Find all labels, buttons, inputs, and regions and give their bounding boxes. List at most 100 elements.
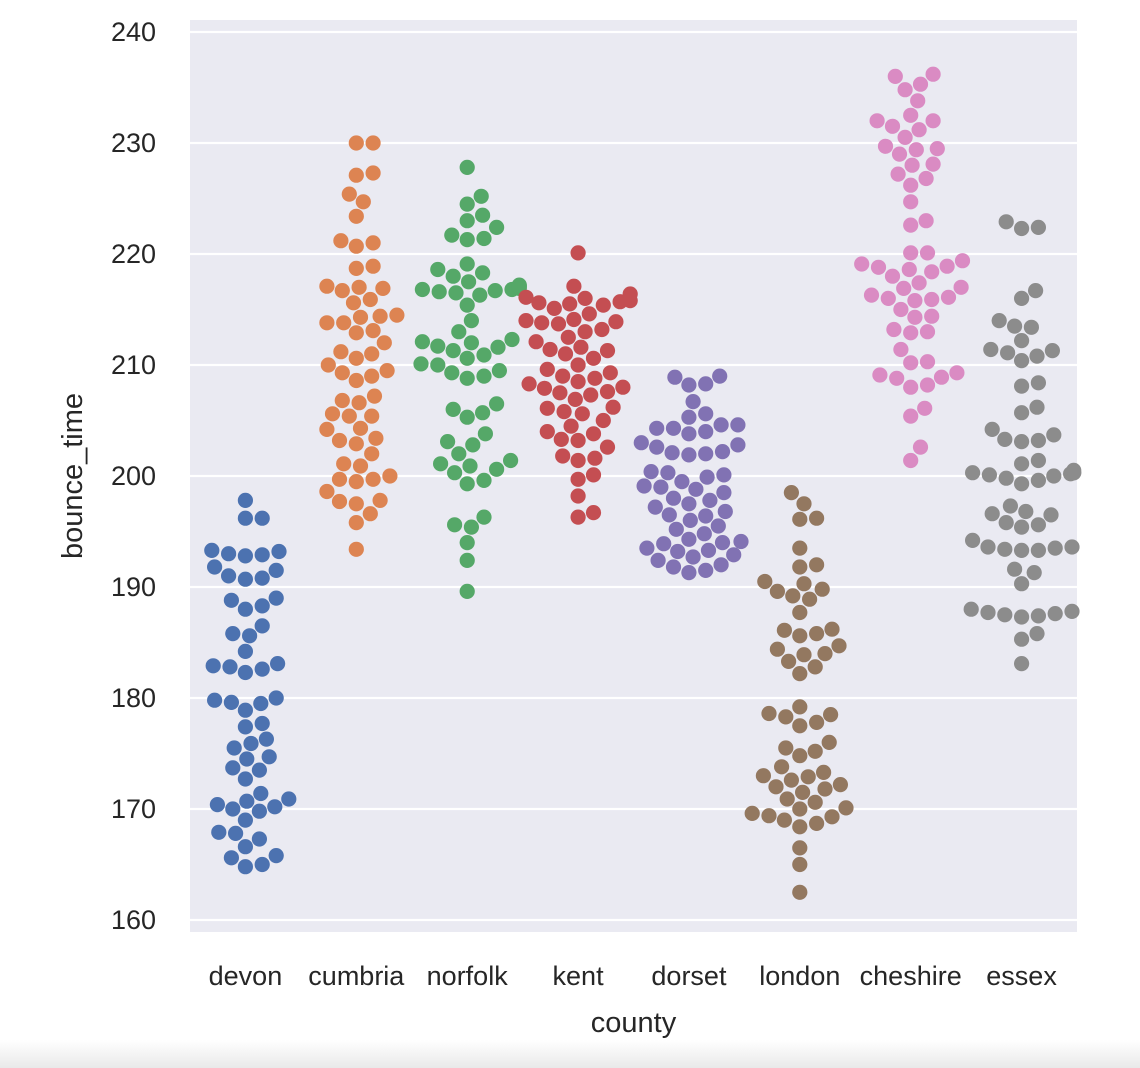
point-essex bbox=[997, 431, 1013, 447]
point-essex bbox=[1014, 631, 1030, 647]
point-cumbria bbox=[362, 291, 378, 308]
point-cheshire bbox=[887, 68, 903, 84]
point-essex bbox=[1014, 220, 1030, 237]
point-norfolk bbox=[430, 357, 446, 373]
point-kent bbox=[585, 426, 602, 442]
point-kent bbox=[555, 368, 571, 384]
point-essex bbox=[1046, 427, 1062, 443]
point-essex bbox=[980, 539, 996, 555]
point-cheshire bbox=[949, 365, 965, 381]
point-london bbox=[832, 777, 849, 793]
point-essex bbox=[1014, 542, 1030, 559]
point-kent bbox=[581, 306, 597, 322]
x-tick-label-essex: essex bbox=[986, 961, 1057, 991]
point-cheshire bbox=[940, 289, 957, 305]
point-essex bbox=[1064, 603, 1080, 620]
point-devon bbox=[239, 751, 255, 767]
point-dorset bbox=[674, 474, 690, 490]
point-kent bbox=[555, 448, 571, 464]
point-dorset bbox=[639, 540, 655, 556]
point-cumbria bbox=[365, 165, 381, 181]
point-norfolk bbox=[489, 461, 505, 477]
point-cumbria bbox=[334, 283, 350, 299]
point-norfolk bbox=[459, 370, 475, 386]
point-dorset bbox=[714, 444, 731, 460]
point-dorset bbox=[682, 512, 698, 529]
y-tick-label: 200 bbox=[111, 461, 156, 491]
point-kent bbox=[550, 316, 567, 332]
point-cumbria bbox=[341, 408, 357, 424]
point-devon bbox=[237, 510, 253, 526]
point-dorset bbox=[698, 424, 714, 440]
point-dorset bbox=[636, 478, 652, 494]
point-essex bbox=[1014, 456, 1030, 472]
point-cheshire bbox=[908, 142, 924, 158]
point-devon bbox=[237, 601, 253, 617]
point-cumbria bbox=[348, 350, 364, 366]
point-london bbox=[809, 714, 825, 731]
point-cumbria bbox=[352, 458, 369, 474]
point-essex bbox=[1014, 656, 1030, 672]
point-london bbox=[783, 485, 800, 501]
point-norfolk bbox=[487, 283, 503, 299]
point-norfolk bbox=[445, 343, 461, 359]
point-cheshire bbox=[903, 194, 919, 210]
point-norfolk bbox=[444, 365, 460, 381]
point-cumbria bbox=[341, 186, 357, 202]
point-essex bbox=[981, 467, 998, 483]
point-norfolk bbox=[459, 213, 475, 229]
point-cheshire bbox=[884, 268, 901, 284]
point-dorset bbox=[643, 464, 659, 480]
point-kent bbox=[552, 385, 568, 401]
point-cumbria bbox=[334, 392, 350, 409]
point-norfolk bbox=[503, 452, 519, 469]
point-dorset bbox=[653, 479, 669, 495]
point-kent bbox=[608, 314, 624, 330]
point-norfolk bbox=[459, 583, 475, 600]
point-essex bbox=[1002, 498, 1019, 514]
point-cumbria bbox=[348, 496, 364, 512]
point-essex bbox=[1030, 608, 1046, 624]
point-cheshire bbox=[893, 301, 909, 318]
point-devon bbox=[271, 543, 287, 560]
point-norfolk bbox=[444, 227, 460, 243]
point-kent bbox=[602, 365, 618, 381]
point-devon bbox=[237, 839, 253, 855]
point-kent bbox=[585, 350, 602, 366]
point-cumbria bbox=[319, 483, 335, 500]
point-cumbria bbox=[379, 363, 395, 379]
point-cheshire bbox=[903, 355, 919, 371]
point-london bbox=[779, 791, 795, 807]
point-cheshire bbox=[911, 122, 927, 138]
point-cumbria bbox=[365, 471, 381, 487]
point-essex bbox=[1043, 507, 1059, 523]
point-dorset bbox=[661, 507, 677, 523]
point-cheshire bbox=[918, 213, 934, 229]
point-devon bbox=[225, 760, 241, 776]
point-essex bbox=[1030, 432, 1046, 449]
point-essex bbox=[1029, 626, 1045, 642]
point-norfolk bbox=[413, 356, 429, 372]
point-norfolk bbox=[459, 476, 475, 492]
point-devon bbox=[237, 702, 253, 718]
point-cumbria bbox=[348, 474, 364, 490]
point-cumbria bbox=[351, 395, 367, 411]
point-london bbox=[795, 784, 811, 801]
point-essex bbox=[1030, 517, 1046, 533]
point-london bbox=[792, 884, 808, 900]
point-essex bbox=[997, 541, 1013, 557]
point-london bbox=[831, 638, 847, 654]
point-norfolk bbox=[414, 334, 430, 350]
point-dorset bbox=[665, 420, 682, 436]
point-london bbox=[757, 573, 773, 590]
point-dorset bbox=[664, 445, 680, 461]
point-london bbox=[807, 743, 823, 759]
point-cheshire bbox=[919, 377, 936, 393]
point-devon bbox=[268, 590, 284, 606]
point-london bbox=[761, 705, 777, 722]
point-devon bbox=[237, 719, 253, 735]
point-kent bbox=[577, 324, 593, 340]
point-essex bbox=[1029, 399, 1045, 415]
point-norfolk bbox=[430, 338, 446, 354]
point-london bbox=[809, 510, 825, 526]
